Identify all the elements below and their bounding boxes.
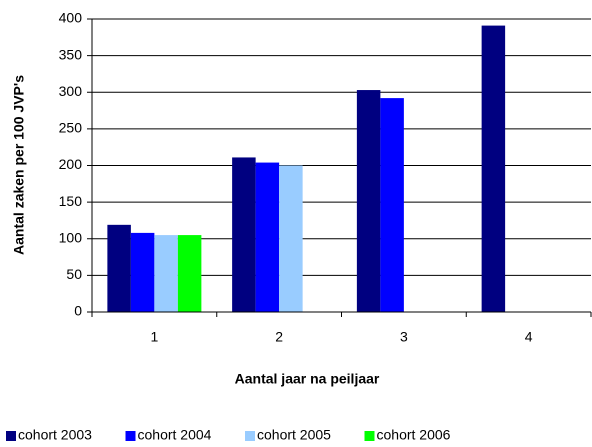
bar xyxy=(107,224,131,312)
bar xyxy=(177,235,202,312)
bar xyxy=(380,98,404,312)
y-tick-label: 350 xyxy=(59,46,83,62)
x-tick-label: 1 xyxy=(150,329,158,345)
bar xyxy=(154,235,178,312)
y-tick-label: 250 xyxy=(59,120,83,136)
x-tick-label: 4 xyxy=(525,329,533,345)
bar xyxy=(232,157,256,312)
legend-label: cohort 2003 xyxy=(18,427,92,443)
y-tick-label: 300 xyxy=(59,83,83,99)
x-tick-label: 3 xyxy=(400,329,408,345)
x-axis-label: Aantal jaar na peiljaar xyxy=(235,371,380,387)
bar xyxy=(481,25,506,313)
y-axis-label: Aantal zaken per 100 JVP's xyxy=(11,75,27,255)
x-tick-label: 2 xyxy=(275,329,283,345)
y-tick-label: 100 xyxy=(59,229,83,245)
y-tick-label: 50 xyxy=(66,266,82,282)
legend-label: cohort 2005 xyxy=(257,427,331,443)
bar xyxy=(130,232,155,312)
legend-swatch xyxy=(125,431,136,441)
y-tick-label: 150 xyxy=(59,193,83,209)
bar xyxy=(279,165,303,312)
y-tick-label: 400 xyxy=(59,10,83,26)
y-tick-label: 0 xyxy=(74,303,82,319)
y-tick-label: 200 xyxy=(59,156,83,172)
legend-label: cohort 2006 xyxy=(377,427,451,443)
bar xyxy=(255,162,280,312)
bar xyxy=(356,90,381,313)
legend-swatch xyxy=(245,431,255,441)
legend-swatch xyxy=(364,431,375,441)
legend-label: cohort 2004 xyxy=(138,427,212,443)
legend-swatch xyxy=(6,431,16,441)
